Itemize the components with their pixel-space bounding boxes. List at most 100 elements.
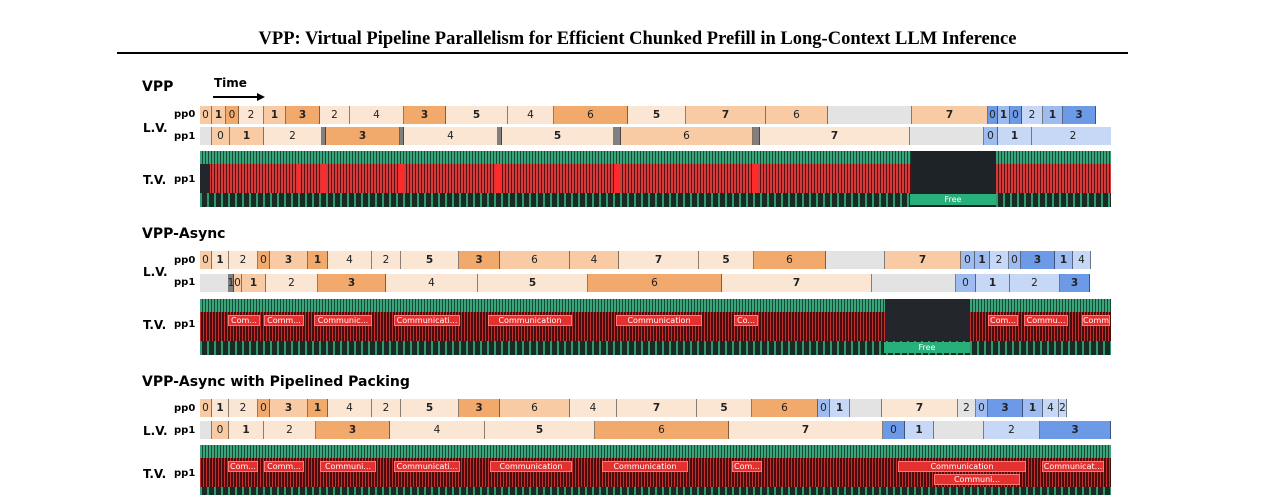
pipeline-block: 1 — [1043, 106, 1063, 124]
communication-block: Communicati... — [394, 315, 460, 326]
pipeline-block: 6 — [754, 251, 826, 269]
pipeline-block: 3 — [270, 399, 308, 417]
communication-block: Communication — [898, 461, 1026, 472]
pipeline-block: 3 — [286, 106, 320, 124]
time-arrow-icon — [213, 93, 265, 101]
pipeline-block: 2 — [1059, 399, 1067, 417]
pipeline-block: 5 — [502, 127, 614, 145]
pipeline-block: 3 — [326, 127, 400, 145]
pipeline-block — [934, 421, 984, 439]
pipeline-block: 2 — [264, 127, 322, 145]
pipeline-block: 2 — [1022, 106, 1043, 124]
title-rule — [117, 52, 1128, 54]
pipeline-block: 0 — [961, 251, 975, 269]
pipeline-block — [400, 127, 404, 145]
pipeline-block — [200, 421, 212, 439]
pp0-label: pp0 — [174, 109, 196, 120]
section-title-vpp-async-packing: VPP-Async with Pipelined Packing — [142, 374, 410, 390]
pipeline-block: 7 — [882, 399, 958, 417]
pipeline-block: 3 — [318, 274, 386, 292]
lv-label: L.V. — [143, 121, 168, 135]
pipeline-block: 0 — [200, 106, 212, 124]
pipeline-block — [826, 251, 885, 269]
pipeline-block: 1 — [212, 106, 226, 124]
pipeline-block: 3 — [459, 251, 500, 269]
pipeline-block: 5 — [401, 251, 459, 269]
pipeline-block — [753, 127, 760, 145]
pipeline-block: 2 — [1010, 274, 1060, 292]
pipeline-block: 3 — [404, 106, 446, 124]
lv-label: L.V. — [143, 265, 168, 279]
pipeline-block: 0 — [212, 421, 229, 439]
pipeline-block: 4 — [1073, 251, 1091, 269]
pipeline-block: 0 — [212, 127, 230, 145]
pp1-label: pp1 — [174, 425, 196, 436]
pipeline-block: 1 — [830, 399, 850, 417]
pipeline-block: 1 — [212, 399, 229, 417]
pipeline-block: 1 — [230, 127, 264, 145]
communication-block: Communic... — [314, 315, 372, 326]
pipeline-block: 7 — [885, 251, 961, 269]
pipeline-block: 5 — [485, 421, 595, 439]
pipeline-block — [850, 399, 882, 417]
pipeline-block: 4 — [570, 251, 619, 269]
pipeline-block: 2 — [990, 251, 1009, 269]
pipeline-block: 6 — [595, 421, 729, 439]
pipeline-block: 3 — [1040, 421, 1111, 439]
pipeline-block: 3 — [988, 399, 1023, 417]
pipeline-block — [910, 127, 984, 145]
pipeline-block: 5 — [446, 106, 508, 124]
pipeline-block — [872, 274, 956, 292]
pp1-label: pp1 — [174, 277, 196, 288]
pipeline-block — [322, 127, 326, 145]
communication-block: Communication — [602, 461, 688, 472]
tv-pp1-label: pp1 — [174, 319, 196, 330]
pipeline-block: 1 — [264, 106, 286, 124]
page-title: VPP: Virtual Pipeline Parallelism for Ef… — [258, 29, 1017, 49]
pipeline-block: 2 — [958, 399, 976, 417]
communication-block: Comm... — [264, 315, 304, 326]
pipeline-block: 4 — [404, 127, 498, 145]
pipeline-block: 0 — [234, 274, 242, 292]
pipeline-block: 4 — [328, 251, 372, 269]
communication-block: Comm... — [264, 461, 304, 472]
pipeline-block: 2 — [372, 399, 401, 417]
tv-label: T.V. — [143, 467, 167, 481]
pipeline-block: 4 — [386, 274, 478, 292]
pipeline-block: 7 — [760, 127, 910, 145]
pipeline-block: 0 — [258, 399, 270, 417]
section-title-vpp: VPP — [142, 79, 174, 95]
tv-pp1-label: pp1 — [174, 174, 196, 185]
pipeline-block: 2 — [984, 421, 1040, 439]
pipeline-block: 6 — [500, 251, 570, 269]
pipeline-block: 7 — [729, 421, 883, 439]
pipeline-block: 0 — [226, 106, 239, 124]
pipeline-block: 3 — [1060, 274, 1090, 292]
pipeline-block: 0 — [956, 274, 976, 292]
pipeline-block: 5 — [697, 399, 752, 417]
pipeline-block: 0 — [200, 399, 212, 417]
pipeline-block: 1 — [308, 399, 328, 417]
communication-block: Com... — [988, 315, 1018, 326]
communication-block: Co... — [734, 315, 758, 326]
pipeline-block: 0 — [258, 251, 270, 269]
pipeline-block: 5 — [699, 251, 754, 269]
free-block: Free — [910, 194, 996, 205]
pipeline-block: 0 — [883, 421, 905, 439]
pipeline-block: 7 — [912, 106, 988, 124]
pipeline-block: 0 — [1010, 106, 1022, 124]
pipeline-block: 1 — [228, 274, 234, 292]
pipeline-block: 4 — [1043, 399, 1059, 417]
communication-block: Communicati... — [394, 461, 460, 472]
pipeline-block: 7 — [722, 274, 872, 292]
communication-block: Com... — [732, 461, 762, 472]
pipeline-block: 0 — [988, 106, 998, 124]
pipeline-block: 6 — [752, 399, 818, 417]
pipeline-block — [200, 274, 229, 292]
pipeline-block: 4 — [350, 106, 404, 124]
